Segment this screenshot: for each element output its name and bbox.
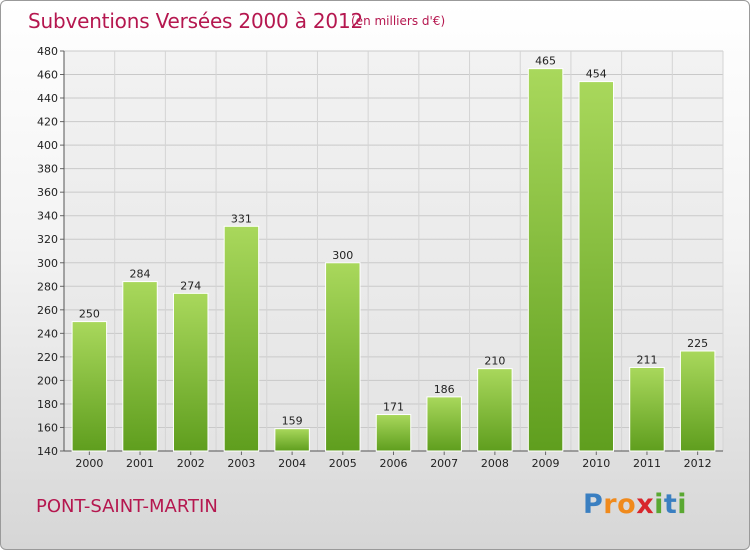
data-label: 274	[180, 279, 201, 292]
bar	[172, 292, 209, 452]
bar	[375, 414, 412, 452]
y-tick-label: 240	[37, 327, 58, 340]
y-tick-label: 140	[37, 445, 58, 458]
y-tick-label: 340	[37, 210, 58, 223]
y-tick-label: 220	[37, 351, 58, 364]
x-tick-label: 2002	[177, 457, 205, 470]
logo-letter: P	[583, 489, 604, 520]
y-tick-label: 360	[37, 186, 58, 199]
data-label: 210	[484, 355, 505, 368]
logo-letter: i	[654, 489, 664, 520]
bar	[527, 68, 564, 452]
y-tick-label: 480	[37, 45, 58, 58]
bar	[325, 262, 361, 452]
x-tick-label: 2008	[481, 457, 509, 470]
x-tick-label: 2003	[227, 457, 255, 470]
x-tick-label: 2005	[329, 457, 357, 470]
x-tick-label: 2007	[430, 457, 458, 470]
bar	[578, 81, 615, 452]
data-label: 331	[231, 212, 252, 225]
bar	[679, 350, 716, 452]
commune-name: PONT-SAINT-MARTIN	[36, 496, 218, 517]
bar	[122, 281, 158, 452]
y-tick-label: 440	[37, 92, 58, 105]
bar	[477, 368, 513, 452]
proxiti-logo: Proxiti	[583, 489, 687, 520]
bar	[223, 225, 260, 452]
y-tick-label: 200	[37, 374, 58, 387]
data-label: 300	[332, 249, 353, 262]
logo-letter: x	[636, 489, 655, 520]
x-tick-label: 2009	[532, 457, 560, 470]
bar	[629, 366, 665, 452]
y-tick-label: 420	[37, 116, 58, 129]
y-tick-label: 400	[37, 139, 58, 152]
logo-letter: i	[677, 489, 688, 520]
x-tick-label: 2001	[126, 457, 154, 470]
y-tick-label: 380	[37, 163, 58, 176]
logo-letter: t	[663, 489, 678, 520]
y-tick-label: 460	[37, 69, 58, 82]
data-label: 284	[130, 268, 151, 281]
y-tick-label: 300	[37, 257, 58, 270]
bars	[71, 68, 716, 452]
grid-lines	[63, 50, 724, 452]
bar	[274, 428, 310, 452]
y-tick-label: 280	[37, 280, 58, 293]
y-tick-label: 160	[37, 421, 58, 434]
data-label: 171	[383, 401, 404, 414]
x-tick-label: 2000	[75, 457, 103, 470]
x-tick-label: 2012	[684, 457, 712, 470]
bar	[426, 396, 462, 452]
plot-area	[64, 51, 723, 451]
chart-title: Subventions Versées 2000 à 2012	[28, 9, 364, 33]
data-label: 186	[434, 383, 455, 396]
x-tick-label: 2010	[582, 457, 610, 470]
x-tick-label: 2004	[278, 457, 306, 470]
y-tick-label: 180	[37, 398, 58, 411]
logo-letter: o	[617, 489, 637, 520]
data-label: 454	[586, 68, 607, 81]
labels: 140 160 180 200 220 240 260 280 300 320 340 360 380 4…	[37, 45, 712, 470]
y-tick-label: 320	[37, 233, 58, 246]
data-label: 465	[535, 55, 556, 68]
chart-subtitle: (en milliers d'€)	[351, 14, 446, 28]
x-tick-label: 2011	[633, 457, 661, 470]
data-label: 250	[79, 308, 100, 321]
bar	[71, 321, 108, 452]
logo-letter: r	[603, 489, 618, 520]
data-label: 225	[687, 337, 708, 350]
data-label: 159	[282, 415, 303, 428]
y-tick-label: 260	[37, 304, 58, 317]
data-label: 211	[636, 353, 657, 366]
x-tick-label: 2006	[380, 457, 408, 470]
